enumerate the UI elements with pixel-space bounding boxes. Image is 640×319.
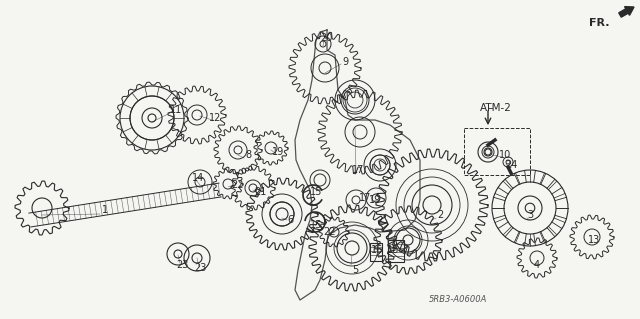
Text: 23: 23: [176, 260, 188, 270]
Text: 3: 3: [527, 210, 533, 220]
Text: 17: 17: [352, 165, 364, 175]
Text: 15: 15: [310, 220, 322, 230]
Text: 10: 10: [499, 150, 511, 160]
Text: 22: 22: [324, 227, 336, 237]
Text: 4: 4: [534, 260, 540, 270]
Text: 24: 24: [505, 160, 517, 170]
Text: 12: 12: [209, 113, 221, 123]
Bar: [370, 243, 382, 261]
Text: ATM-2: ATM-2: [480, 103, 512, 113]
Text: 1: 1: [102, 205, 108, 215]
Text: 17: 17: [359, 193, 371, 203]
Text: 18: 18: [387, 245, 399, 255]
Text: FR.: FR.: [589, 18, 610, 28]
Text: 5: 5: [352, 265, 358, 275]
Text: 20: 20: [320, 33, 332, 43]
Text: 16: 16: [371, 245, 383, 255]
Text: 6: 6: [287, 215, 293, 225]
Text: 2: 2: [437, 210, 443, 220]
Text: 5RB3-A0600A: 5RB3-A0600A: [429, 295, 487, 305]
Text: 19: 19: [369, 195, 381, 205]
Bar: [388, 240, 404, 262]
Text: 11: 11: [170, 105, 182, 115]
Text: 8: 8: [245, 150, 251, 160]
Bar: [464, 128, 530, 175]
Text: 23: 23: [194, 263, 206, 273]
FancyArrow shape: [619, 7, 634, 17]
Text: 13: 13: [588, 235, 600, 245]
Text: 7: 7: [402, 245, 408, 255]
Text: 9: 9: [342, 57, 348, 67]
Text: 14: 14: [192, 173, 204, 183]
Text: 15: 15: [310, 187, 322, 197]
Text: 19: 19: [272, 147, 284, 157]
Text: 22: 22: [231, 180, 243, 190]
Text: 21: 21: [254, 187, 266, 197]
